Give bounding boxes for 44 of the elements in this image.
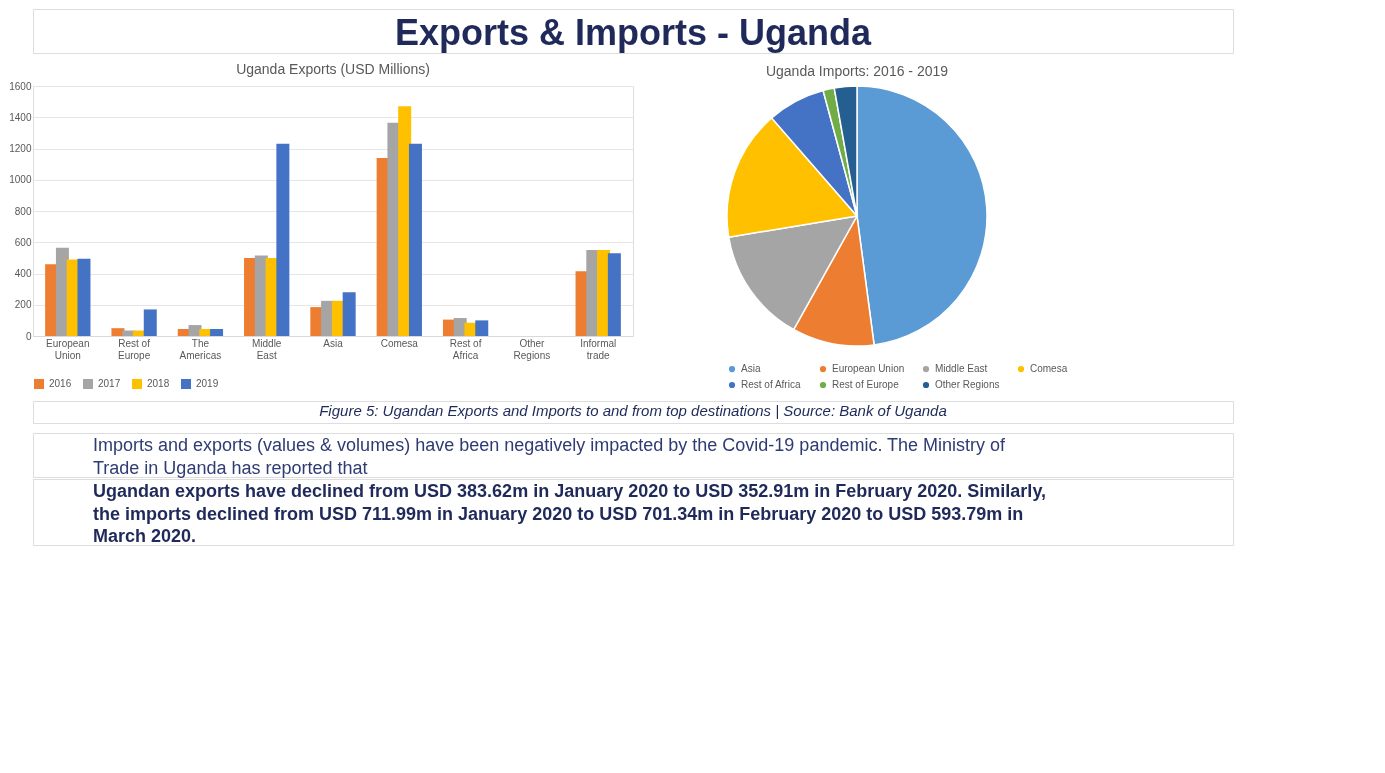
bar <box>111 328 125 336</box>
legend-label: 2017 <box>98 378 121 389</box>
bar <box>276 143 290 336</box>
x-tick-label: Other Regions <box>513 337 551 361</box>
x-tick-label: Rest of Europe <box>117 337 151 361</box>
legend-label: Rest of Europe <box>832 379 900 390</box>
bar <box>143 309 157 336</box>
caption: Figure 5: Ugandan Exports and Imports to and from top destinations | Source: Bank of Uganda <box>319 402 947 419</box>
legend-label: Middle East <box>935 363 988 375</box>
chart-title: Uganda Exports (USD Millions) <box>236 61 430 77</box>
legend-label: Asia <box>741 363 761 375</box>
y-tick-label: 0 <box>25 330 32 342</box>
text: Imports and exports (values & volumes) have been negatively impacted by the Covid-19 pandemic. The Ministry of Trade in Uganda has reported that <box>93 435 1007 478</box>
bar <box>210 328 224 336</box>
x-tick-label: Middle East <box>251 337 282 361</box>
text: Exports & Imports - Uganda <box>394 12 872 53</box>
x-tick-label: The Americas <box>179 337 222 361</box>
bar <box>342 292 356 336</box>
y-tick-label: 200 <box>14 299 32 311</box>
bar <box>607 253 621 336</box>
legend-label: Rest of Africa <box>741 379 801 390</box>
bar <box>475 320 489 336</box>
bar <box>77 258 91 336</box>
y-tick-label: 1600 <box>9 80 32 92</box>
y-tick-label: 1400 <box>9 111 32 123</box>
y-tick-label: 1200 <box>9 143 32 154</box>
x-tick-label: European Union <box>46 337 90 361</box>
legend-label: 2016 <box>49 378 72 389</box>
chart-title: Uganda Imports: 2016 - 2019 <box>765 63 949 79</box>
y-tick-label: 600 <box>14 236 32 248</box>
y-tick-label: 400 <box>14 268 32 279</box>
y-tick-label: 1000 <box>9 174 32 186</box>
legend-label: 2018 <box>147 378 170 389</box>
x-tick-label: Rest of Africa <box>449 337 482 361</box>
bar <box>408 143 422 336</box>
legend-label: Other Regions <box>935 379 1000 390</box>
text: Ugandan exports have declined from USD 383.62m in January 2020 to USD 352.91m in February 2020. Similarly, the imports declined from USD 711.99m in January 2020 to USD 701.34m in February 2020 to USD 593.79m in March 2020. <box>93 481 1047 546</box>
legend-label: 2019 <box>196 378 219 389</box>
x-tick-label: Asia <box>323 337 344 349</box>
y-tick-label: 800 <box>14 205 32 217</box>
legend-label: European Union <box>832 363 905 375</box>
x-tick-label: Informal trade <box>580 337 617 361</box>
legend-label: Comesa <box>1030 363 1068 375</box>
x-tick-label: Comesa <box>380 337 419 349</box>
